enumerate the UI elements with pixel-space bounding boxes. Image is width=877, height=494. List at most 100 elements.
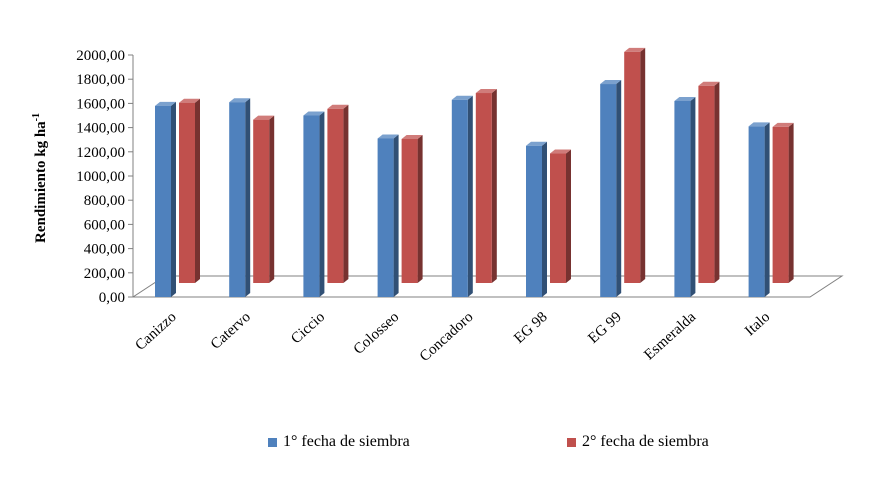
bar-series-2-Italo <box>772 122 794 283</box>
bar-side <box>764 122 770 297</box>
bar-front <box>303 115 320 297</box>
bar-side <box>467 95 473 298</box>
bar-side <box>171 101 176 297</box>
bar-top <box>229 98 251 103</box>
bar-front <box>698 85 715 284</box>
bar-top <box>526 141 547 146</box>
bar-side <box>616 80 622 297</box>
bars <box>155 47 794 298</box>
bar-front <box>179 102 195 284</box>
bar-series-2-EG 99 <box>624 47 646 283</box>
y-tick-label: 800,00 <box>84 193 125 209</box>
y-tick-label: 1400,00 <box>76 121 125 137</box>
bar-side <box>491 89 497 283</box>
x-tick-label: Concadoro <box>417 309 477 365</box>
bar-series-2-Canizzo <box>179 98 200 284</box>
bar-front <box>748 126 765 297</box>
x-tick-label: Canizzo <box>132 309 179 354</box>
x-axis-labels: Canizzo Catervo Ciccio Colosseo Concadoro EG … <box>132 309 773 365</box>
chart-floor <box>131 275 844 298</box>
legend-item-series-1: 1° fecha de siembra <box>268 433 410 451</box>
bar-series-1-EG 98 <box>526 141 547 297</box>
bar-side <box>319 111 325 297</box>
bar-top <box>303 111 325 116</box>
y-axis-title-text: Rendimiento kg ha <box>33 121 49 243</box>
y-tick-label: 1200,00 <box>76 145 125 161</box>
bar-side <box>343 104 349 283</box>
bar-front <box>674 100 691 297</box>
y-tick-label: 2000,00 <box>76 48 125 64</box>
bar-series-2-Colosseo <box>401 135 423 283</box>
bar-side <box>690 96 696 297</box>
y-tick-label: 0,00 <box>99 290 125 306</box>
y-tick-label: 600,00 <box>84 217 125 233</box>
x-tick-label: Catervo <box>208 309 254 353</box>
bar-series-2-Catervo <box>253 115 275 284</box>
bar-side <box>195 98 200 284</box>
bar-series-1-Ciccio <box>303 111 325 297</box>
bar-top <box>155 101 176 106</box>
bar-front <box>155 105 171 297</box>
bar-series-1-Esmeralda <box>674 96 696 297</box>
bar-side <box>640 47 646 283</box>
y-tick-label: 1000,00 <box>76 169 125 185</box>
bar-front <box>475 93 492 283</box>
bar-top <box>748 122 770 127</box>
y-tick-label: 1800,00 <box>76 72 125 88</box>
bar-series-1-Canizzo <box>155 101 176 297</box>
bar-side <box>245 98 251 297</box>
x-tick-label: EG 99 <box>585 309 625 347</box>
bar-top <box>772 122 794 127</box>
bar-top <box>624 47 646 52</box>
legend-label-series-2: 2° fecha de siembra <box>582 433 709 450</box>
bar-front <box>451 99 468 298</box>
bar-top <box>550 149 571 154</box>
legend-label-series-1: 1° fecha de siembra <box>283 433 410 450</box>
bar-series-1-Colosseo <box>377 134 399 297</box>
bar-series-2-Concadoro <box>475 89 497 283</box>
bar-top <box>451 95 473 100</box>
bar-front <box>327 108 344 283</box>
bar-front <box>253 119 270 284</box>
bar-side <box>566 149 571 283</box>
bar-front <box>526 145 542 297</box>
bar-front <box>550 153 566 283</box>
bar-front <box>401 139 418 283</box>
bar-top <box>377 134 399 139</box>
bar-front <box>229 102 246 297</box>
bar-top <box>179 98 200 103</box>
bar-series-1-Concadoro <box>451 95 473 298</box>
bar-series-2-EG 98 <box>550 149 571 283</box>
bar-side <box>542 141 547 297</box>
x-tick-label: EG 98 <box>511 309 551 347</box>
x-tick-label: Colosseo <box>351 309 403 358</box>
bar-top <box>600 80 622 85</box>
bar-side <box>393 134 399 297</box>
bar-top <box>401 135 423 140</box>
bar-side <box>788 122 794 283</box>
bar-top <box>698 81 720 86</box>
y-tick-label: 1600,00 <box>76 96 125 112</box>
bar-series-1-Catervo <box>229 98 251 297</box>
bar-front <box>600 84 617 297</box>
chart-floor-outline <box>131 275 844 298</box>
bar-top <box>327 104 349 109</box>
x-tick-label: Esmeralda <box>641 309 699 363</box>
y-tick-label: 400,00 <box>84 242 125 258</box>
bar-side <box>269 115 275 284</box>
legend-swatch-series-1 <box>268 437 277 447</box>
bar-top <box>674 96 696 101</box>
bar-series-1-EG 99 <box>600 80 622 297</box>
x-tick-label: Italo <box>742 309 773 339</box>
y-axis: 0,00 200,00 400,00 600,00 800,00 1000,00 1200,… <box>76 48 134 306</box>
bar-front <box>624 51 641 283</box>
bar-front <box>772 126 789 283</box>
bar-side <box>714 81 720 284</box>
bar-series-2-Ciccio <box>327 104 349 283</box>
y-tick-label: 200,00 <box>84 266 125 282</box>
legend-swatch-series-2 <box>567 437 576 447</box>
x-tick-label: Ciccio <box>288 309 328 347</box>
bar-top <box>253 115 275 120</box>
bar-top <box>475 89 497 94</box>
bar-series-1-Italo <box>748 122 770 297</box>
